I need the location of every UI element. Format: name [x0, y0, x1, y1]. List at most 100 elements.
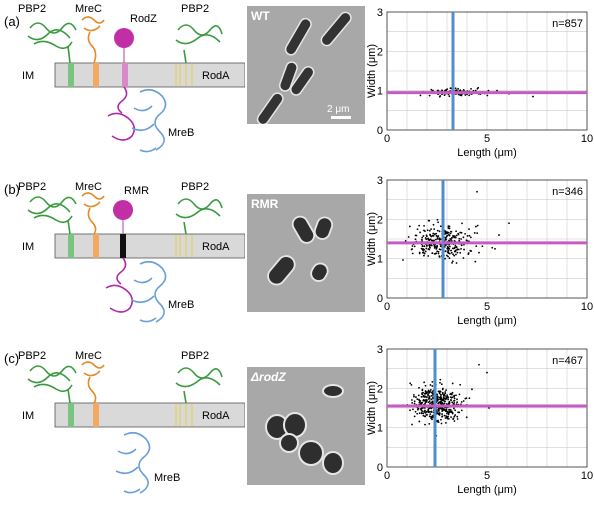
data-point	[450, 416, 452, 419]
data-point	[438, 230, 441, 233]
pbp2-label-left: PBP2	[18, 350, 46, 362]
data-point	[481, 245, 484, 248]
data-point	[431, 380, 434, 383]
data-point	[422, 395, 425, 398]
data-point	[437, 409, 440, 412]
cell-shape	[291, 215, 316, 244]
y-tick-label: 0	[377, 125, 383, 137]
data-point	[440, 422, 443, 425]
data-point	[449, 237, 452, 240]
data-point	[427, 238, 430, 241]
mrec-label: MreC	[75, 181, 102, 193]
mrec-tm	[93, 63, 99, 87]
data-point	[432, 89, 434, 92]
rodz-cyto-domain	[107, 86, 136, 141]
data-point	[410, 383, 413, 386]
data-point	[427, 401, 430, 404]
data-point	[430, 410, 433, 413]
scale-bar-label: 2 μm	[327, 104, 349, 115]
data-point	[447, 402, 450, 405]
micrograph-image: ΔrodZ	[247, 367, 365, 485]
cell-shape	[310, 262, 329, 282]
data-point	[448, 408, 451, 411]
data-point	[445, 408, 448, 411]
data-point	[416, 408, 419, 411]
data-point	[456, 401, 459, 404]
data-point	[451, 391, 454, 394]
data-point	[427, 248, 430, 250]
data-point	[435, 248, 438, 250]
data-point	[459, 251, 462, 254]
data-point	[430, 417, 432, 419]
pbp2-label-right: PBP2	[181, 3, 209, 15]
data-point	[456, 251, 459, 254]
data-point	[444, 398, 447, 401]
data-point	[459, 383, 462, 386]
data-point	[419, 408, 422, 410]
data-point	[426, 391, 428, 394]
data-point	[450, 230, 452, 233]
data-point	[437, 252, 440, 255]
im-label: IM	[22, 241, 34, 253]
data-point	[455, 253, 457, 256]
data-point	[459, 231, 462, 234]
data-point	[474, 225, 477, 228]
data-point	[420, 411, 423, 414]
roda-label: RodA	[202, 241, 230, 253]
cell-shape	[279, 433, 299, 453]
data-point	[413, 245, 416, 248]
data-point	[453, 415, 456, 418]
data-point	[444, 230, 447, 233]
diagram-c: (c) PBP2 MreC PBP2 IM RodA	[4, 350, 245, 494]
x-axis-label: Length (μm)	[457, 147, 517, 159]
y-axis-label: Width (μm)	[367, 381, 378, 435]
data-point	[453, 401, 456, 404]
y-tick-label: 1	[377, 423, 383, 435]
data-point	[425, 234, 428, 237]
data-point	[429, 384, 432, 386]
data-point	[441, 415, 443, 418]
data-point	[458, 237, 461, 240]
pbp2-tm-left	[68, 234, 74, 258]
rmr-ball	[113, 200, 133, 220]
data-point	[426, 399, 428, 402]
y-tick-label: 1	[377, 86, 383, 98]
cell-shape	[320, 11, 352, 47]
data-point	[470, 250, 473, 252]
data-point	[411, 401, 414, 404]
data-point	[447, 249, 450, 252]
data-point	[423, 224, 425, 227]
data-point	[424, 411, 427, 414]
data-point	[419, 400, 421, 402]
data-point	[424, 392, 426, 395]
pbp2-tm-left	[68, 63, 74, 87]
data-point	[410, 399, 413, 401]
data-point	[462, 88, 465, 91]
data-point	[444, 232, 447, 235]
data-point	[427, 255, 430, 257]
data-point	[439, 248, 442, 251]
y-tick-label: 0	[377, 462, 383, 474]
data-point	[417, 394, 420, 397]
data-point	[448, 95, 451, 98]
data-point	[418, 386, 420, 389]
data-point	[418, 224, 421, 227]
data-point	[423, 381, 426, 384]
cell-shape	[313, 216, 334, 240]
data-point	[455, 394, 457, 397]
data-point	[445, 235, 448, 238]
y-tick-label: 2	[377, 46, 383, 58]
micrograph-image: WT 2 μm	[247, 6, 365, 124]
data-point	[478, 251, 480, 254]
data-point	[471, 388, 473, 391]
data-point	[451, 382, 454, 385]
data-point	[430, 398, 433, 401]
data-point	[428, 395, 431, 398]
data-point	[413, 402, 416, 405]
data-point	[425, 410, 428, 413]
data-point	[420, 238, 423, 241]
data-point	[451, 401, 454, 404]
data-point	[461, 222, 463, 225]
data-point	[436, 398, 439, 401]
data-point	[457, 87, 460, 90]
